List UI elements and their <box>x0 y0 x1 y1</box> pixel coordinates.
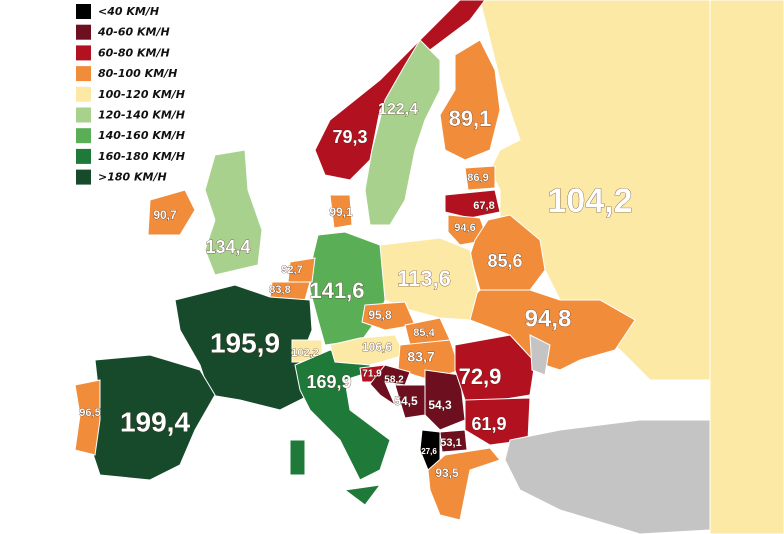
legend-swatch <box>76 148 91 164</box>
value-label: 83,8 <box>269 284 290 296</box>
legend-swatch <box>76 86 91 102</box>
value-label: 83,7 <box>407 349 434 365</box>
value-label: 85,4 <box>413 327 435 339</box>
country <box>444 189 501 219</box>
value-label: 67,8 <box>473 200 494 212</box>
country <box>424 369 466 431</box>
value-label: 54,5 <box>394 394 418 408</box>
legend-label: >180 KM/H <box>98 171 167 184</box>
value-label: 53,1 <box>440 437 461 449</box>
value-label: 71,9 <box>362 369 382 380</box>
country <box>329 194 353 229</box>
country <box>74 379 101 456</box>
value-label: 106,6 <box>362 340 392 354</box>
value-label: 86,9 <box>467 172 488 184</box>
country <box>287 257 316 283</box>
value-label: 27,6 <box>421 447 437 456</box>
legend-label: 60-80 KM/H <box>98 46 170 59</box>
legend-label: 140-160 KM/H <box>98 129 185 142</box>
legend-swatch <box>76 128 91 144</box>
country <box>504 419 711 534</box>
country <box>369 364 411 407</box>
legend-label: 100-120 KM/H <box>98 88 185 101</box>
value-label: 102,2 <box>291 347 319 359</box>
country <box>454 334 536 401</box>
legend-label: 40-60 KM/H <box>97 26 170 39</box>
value-label: 104,2 <box>547 182 632 220</box>
value-labels: 79,3 122,4 89,1 86,9 67,8 94,6 104,2 90,7 134,4 9… <box>79 101 633 481</box>
legend-label: 80-100 KM/H <box>98 67 177 80</box>
country <box>343 484 382 506</box>
legend-swatch <box>76 107 91 123</box>
value-label: 89,1 <box>449 106 492 131</box>
regions <box>74 0 784 534</box>
value-label: 169,9 <box>306 372 351 392</box>
value-label: 95,8 <box>368 308 392 322</box>
value-label: 199,4 <box>120 406 190 437</box>
country <box>709 0 784 534</box>
country <box>147 189 196 236</box>
country <box>529 334 551 376</box>
value-label: 93,5 <box>435 466 459 480</box>
value-label: 72,9 <box>459 364 502 389</box>
value-label: 94,6 <box>454 222 475 234</box>
country <box>439 429 468 453</box>
country <box>364 39 441 226</box>
value-label: 134,4 <box>205 237 250 257</box>
value-label: 122,4 <box>378 101 418 118</box>
value-label: 96,5 <box>79 407 100 419</box>
legend-swatch <box>76 4 91 19</box>
value-label: 195,9 <box>210 327 280 358</box>
legend-swatch <box>76 66 91 82</box>
legend-label: 120-140 KM/H <box>98 109 185 122</box>
legend-swatch <box>76 24 91 40</box>
country <box>204 149 263 276</box>
country <box>314 0 486 181</box>
country <box>427 447 501 521</box>
legend-label: 160-180 KM/H <box>98 150 185 163</box>
value-label: 92,7 <box>281 264 302 276</box>
value-label: 85,6 <box>487 251 522 271</box>
value-label: 58,2 <box>384 375 404 386</box>
country <box>464 165 496 191</box>
country <box>361 301 416 331</box>
value-label: 94,8 <box>525 305 572 332</box>
legend-label: <40 KM/H <box>98 5 159 18</box>
legend: <40 KM/H 40-60 KM/H 60-80 KM/H 80-100 KM/H 1… <box>76 4 185 185</box>
value-label: 90,7 <box>153 208 177 222</box>
legend-swatch <box>76 169 91 185</box>
value-label: 79,3 <box>332 127 367 147</box>
value-label: 99,1 <box>329 205 353 219</box>
country <box>439 39 501 161</box>
value-label: 113,6 <box>397 266 451 291</box>
country <box>289 439 306 476</box>
value-label: 141,6 <box>309 278 364 303</box>
legend-swatch <box>76 45 91 61</box>
value-label: 54,3 <box>428 398 452 412</box>
value-label: 61,9 <box>471 414 506 434</box>
